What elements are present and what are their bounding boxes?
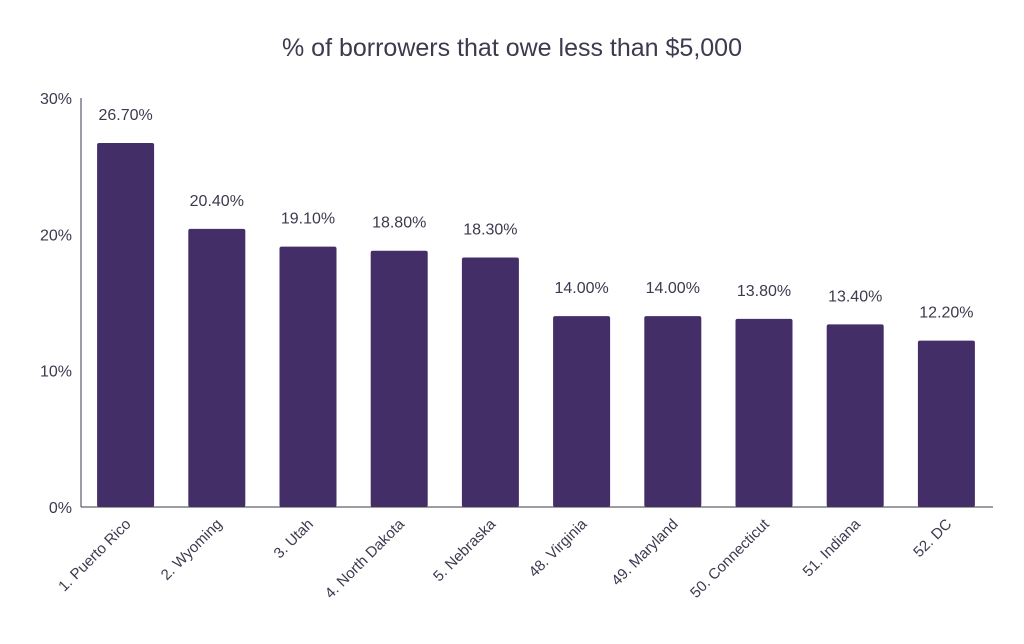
bar <box>826 324 884 507</box>
data-labels: 26.70% 20.40% 19.10% 18.80% 18.30% 14.00% 14.0… <box>98 107 973 322</box>
bar <box>553 316 611 507</box>
bar <box>644 316 702 507</box>
data-label: 26.70% <box>98 107 152 124</box>
bars <box>97 142 975 508</box>
x-tick-label: 5. Nebraska <box>430 515 500 585</box>
x-tick-label: 4. North Dakota <box>322 515 409 602</box>
bar <box>370 250 428 507</box>
y-tick-label: 30% <box>40 91 72 108</box>
data-label: 14.00% <box>554 280 608 297</box>
x-tick-label: 49. Maryland <box>608 516 681 589</box>
bar <box>461 257 519 507</box>
bar <box>735 318 793 507</box>
chart-title: % of borrowers that owe less than $5,000 <box>282 34 742 62</box>
y-tick-label: 20% <box>40 227 72 244</box>
x-tick-label: 3. Utah <box>271 516 317 562</box>
x-tick-label: 2. Wyoming <box>158 516 226 584</box>
data-label: 18.80% <box>372 215 426 232</box>
y-axis-ticks: 0% 10% 20% 30% <box>40 91 72 517</box>
x-tick-label: 51. Indiana <box>800 515 865 580</box>
x-tick-label: 52. DC <box>910 516 955 561</box>
x-tick-label: 48. Virginia <box>526 515 591 580</box>
bar <box>97 142 155 508</box>
y-tick-label: 10% <box>40 364 72 381</box>
y-tick-label: 0% <box>49 500 72 517</box>
data-label: 18.30% <box>463 222 517 239</box>
bar <box>917 340 975 507</box>
data-label: 19.10% <box>281 211 335 228</box>
data-label: 20.40% <box>190 193 244 210</box>
bar <box>279 246 337 507</box>
x-tick-label: 1. Puerto Rico <box>55 516 134 595</box>
data-label: 13.80% <box>737 283 791 300</box>
data-label: 12.20% <box>919 305 973 322</box>
x-tick-label: 50. Connecticut <box>687 515 773 601</box>
data-label: 14.00% <box>646 280 700 297</box>
data-label: 13.40% <box>828 288 882 305</box>
x-axis-ticks: 1. Puerto Rico 2. Wyoming 3. Utah 4. North … <box>55 515 955 602</box>
bar <box>188 228 246 507</box>
